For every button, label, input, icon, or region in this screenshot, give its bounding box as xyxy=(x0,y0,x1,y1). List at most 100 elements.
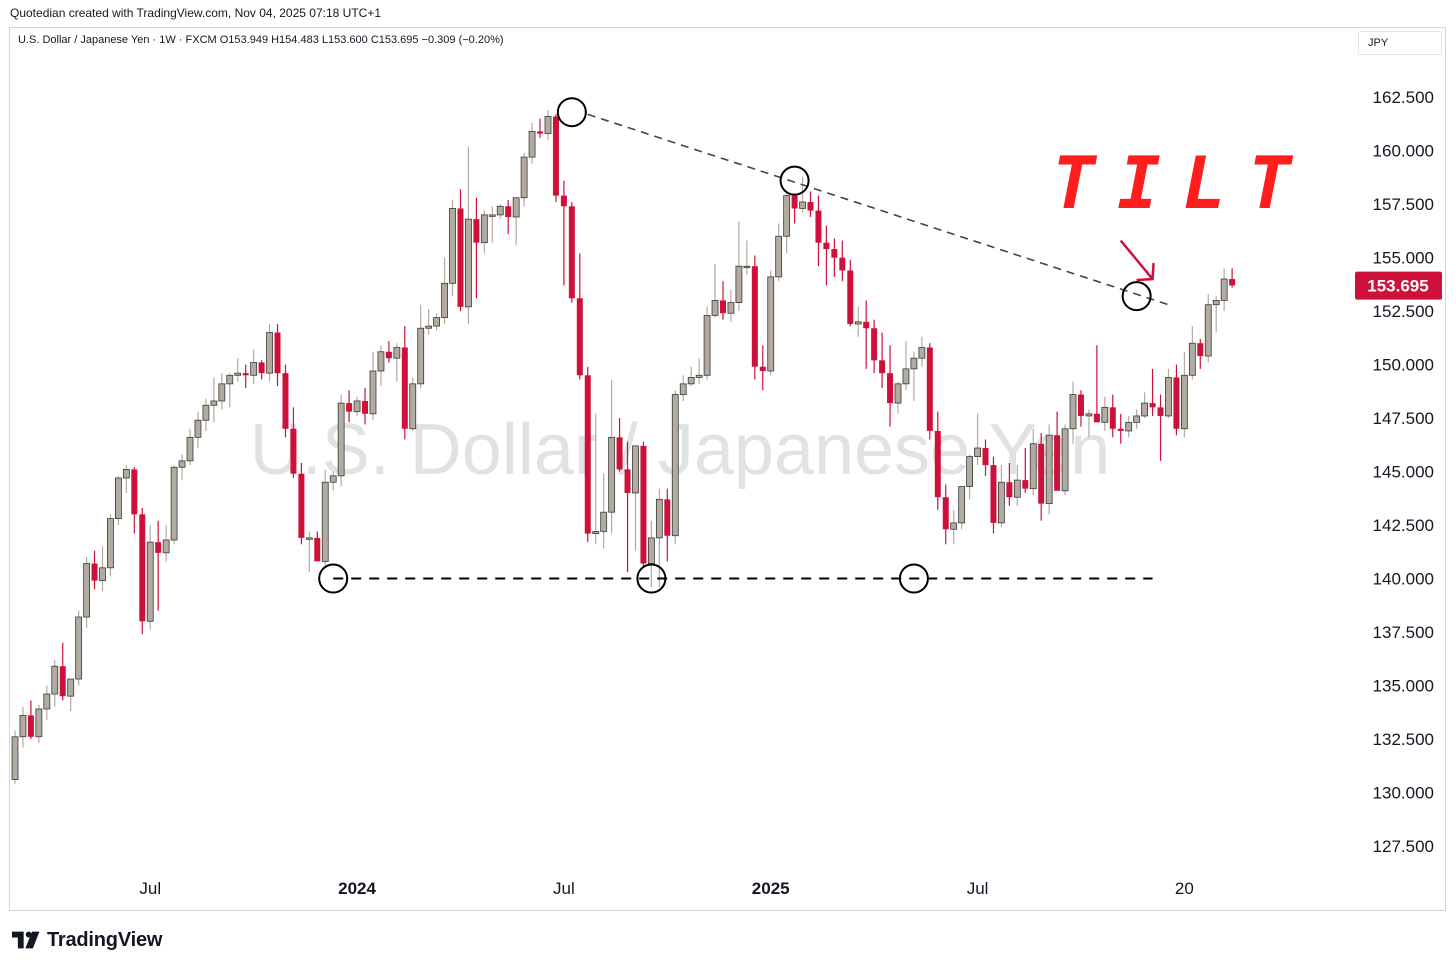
candle-body xyxy=(496,205,504,216)
candle-body xyxy=(353,400,361,413)
candle-body xyxy=(926,347,933,431)
price-tick-label: 132.500 xyxy=(1373,730,1434,749)
price-axis: 162.500 160.000 157.500 155.000 152.500 150.0… xyxy=(1373,88,1434,856)
candle-body xyxy=(282,373,289,429)
annotation-circle xyxy=(898,563,929,594)
resistance-trendline xyxy=(587,113,1169,306)
candle-body xyxy=(202,404,210,421)
candle-body xyxy=(115,477,122,520)
chart-caption: Quotedian created with TradingView.com, … xyxy=(10,6,381,20)
candle-body xyxy=(1212,300,1220,306)
candle-body xyxy=(385,351,392,359)
symbol-legend[interactable]: U.S. Dollar / Japanese Yen · 1W · FXCM O… xyxy=(18,34,504,46)
candle-body xyxy=(1220,278,1228,301)
candle-body xyxy=(401,347,408,429)
price-tick-label: 157.500 xyxy=(1373,195,1434,214)
candle-body xyxy=(624,469,631,493)
annotation-circle xyxy=(556,97,587,128)
candle-body xyxy=(473,219,480,243)
candle-body xyxy=(186,436,194,462)
candle-body xyxy=(314,537,321,562)
candle-body xyxy=(831,249,838,258)
candle-body xyxy=(337,402,345,477)
candle-body xyxy=(218,383,226,402)
candle-body xyxy=(839,257,846,271)
price-tick-label: 127.500 xyxy=(1373,837,1434,856)
candle-body xyxy=(1006,482,1013,498)
candle-body xyxy=(1013,479,1021,498)
candle-body xyxy=(735,265,743,303)
currency-selector[interactable]: JPY xyxy=(1358,31,1442,55)
candle-body xyxy=(894,383,902,404)
candle-body xyxy=(321,481,329,562)
arrow-head xyxy=(1136,262,1155,282)
candle-body xyxy=(27,715,34,737)
candle-body xyxy=(887,373,894,404)
candle-body xyxy=(648,537,655,564)
candle-body xyxy=(290,428,297,474)
candle-body xyxy=(131,469,138,515)
candle-body xyxy=(910,357,918,370)
candle-body xyxy=(1117,428,1124,431)
annotation-circle xyxy=(1121,281,1152,312)
candle-body xyxy=(560,195,567,207)
candle-body xyxy=(433,317,441,327)
candle-body xyxy=(346,403,353,412)
candle-body xyxy=(576,298,583,376)
candle-body xyxy=(664,499,671,536)
candle-body xyxy=(1069,394,1077,430)
candle-body xyxy=(1077,394,1084,416)
candle-body xyxy=(329,475,337,483)
candle-body xyxy=(998,481,1005,524)
candle-body xyxy=(1173,377,1180,429)
candle-body xyxy=(43,693,51,710)
candle-body xyxy=(608,436,616,513)
candle-body xyxy=(1204,304,1212,357)
candle-body xyxy=(11,736,19,780)
tradingview-brand[interactable]: TradingView xyxy=(11,928,162,952)
candle-body xyxy=(178,460,186,468)
last-price-label: 153.695 xyxy=(1355,271,1442,300)
candle-body xyxy=(1229,279,1236,286)
candle-body xyxy=(687,377,695,385)
candle-body xyxy=(1197,343,1204,357)
candle-body xyxy=(83,563,90,618)
annotations: TILT xyxy=(318,97,1313,594)
candle-body xyxy=(226,374,234,385)
candle-body xyxy=(807,202,814,211)
candle-body xyxy=(19,714,27,738)
price-tick-label: 142.500 xyxy=(1373,516,1434,535)
candle-body xyxy=(170,466,178,541)
candle-body xyxy=(783,195,791,237)
candle-body xyxy=(441,282,448,318)
candle-body xyxy=(863,321,870,329)
candle-body xyxy=(815,210,822,243)
candle-body xyxy=(409,383,417,430)
candle-body xyxy=(107,518,114,569)
price-tick-label: 160.000 xyxy=(1373,142,1434,161)
candle-body xyxy=(298,473,305,538)
arrow-shaft xyxy=(1119,239,1154,280)
candle-body xyxy=(369,370,377,415)
candle-body xyxy=(695,374,703,378)
candle-body xyxy=(362,400,369,414)
tilt-annotation: TILT xyxy=(1052,141,1313,225)
candle-body xyxy=(67,678,75,697)
candle-body xyxy=(528,131,536,158)
candle-body xyxy=(162,539,170,554)
price-tick-label: 155.000 xyxy=(1373,249,1434,268)
candle-body xyxy=(305,537,313,540)
candle-body xyxy=(210,400,218,406)
candle-body xyxy=(775,235,783,278)
chart-watermark: U.S. Dollar / Japanese Yen xyxy=(250,410,1111,490)
candle-body xyxy=(465,218,472,308)
candle-body xyxy=(703,315,711,376)
candle-body xyxy=(1133,415,1141,423)
candle-body xyxy=(942,497,949,530)
price-tick-label: 152.500 xyxy=(1373,302,1434,321)
candle-body xyxy=(655,498,663,539)
candle-body xyxy=(902,368,910,385)
candle-body xyxy=(480,214,488,244)
candle-body xyxy=(449,208,456,284)
